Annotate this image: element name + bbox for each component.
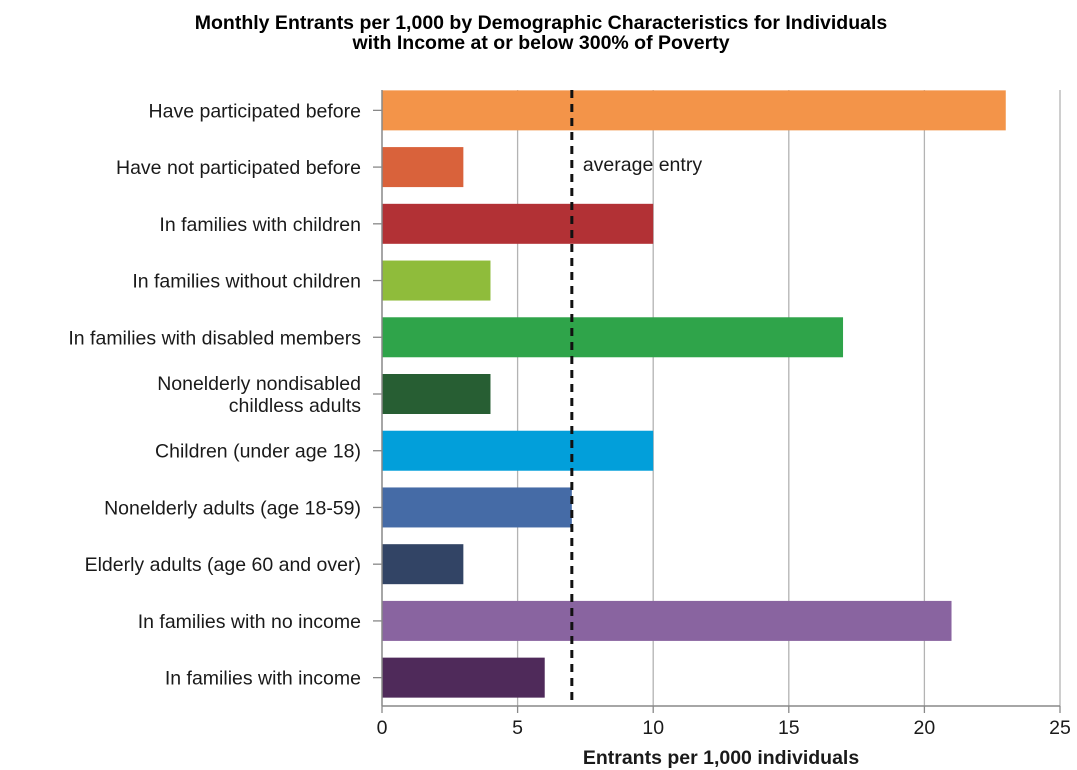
x-tick-label: 10	[642, 717, 664, 739]
category-label: In families with income	[165, 668, 361, 690]
category-label: childless adults	[229, 395, 361, 417]
x-tick-label: 0	[377, 717, 388, 739]
bar	[382, 147, 464, 188]
bar	[382, 430, 654, 471]
bar	[382, 260, 491, 301]
x-axis: 0 5 10 15 20 25 Entrants per 1,000 individuals	[377, 90, 1071, 769]
category-label: Children (under age 18)	[155, 441, 361, 463]
bar	[382, 374, 491, 414]
chart-title-line: Monthly Entrants per 1,000 by Demographi…	[195, 12, 888, 34]
x-tick-label: 15	[778, 717, 800, 739]
bar	[382, 203, 654, 244]
bar	[382, 600, 952, 641]
chart-title: Monthly Entrants per 1,000 by Demographi…	[195, 12, 888, 54]
category-label: Nonelderly adults (age 18-59)	[104, 497, 361, 519]
reference-line-label: average entry	[583, 154, 702, 176]
bar	[382, 317, 844, 358]
bar	[382, 487, 572, 528]
category-label: Have participated before	[149, 100, 361, 122]
bar	[382, 544, 464, 585]
category-label: Have not participated before	[116, 157, 361, 179]
category-label: Nonelderly nondisabled	[157, 373, 361, 395]
category-labels: Have participated before Have not partici…	[68, 100, 382, 690]
x-axis-label: Entrants per 1,000 individuals	[583, 747, 859, 769]
bar	[382, 657, 545, 698]
x-tick-label: 5	[512, 717, 523, 739]
category-label: In families with no income	[138, 611, 361, 633]
category-label: Elderly adults (age 60 and over)	[85, 554, 361, 576]
reference-line-group: average entry	[570, 90, 702, 706]
chart-title-line: with Income at or below 300% of Poverty	[351, 32, 729, 54]
category-label: In families without children	[132, 271, 361, 293]
category-label: In families with disabled members	[68, 327, 361, 349]
bar	[382, 90, 1006, 131]
x-tick-label: 20	[914, 717, 936, 739]
bars	[382, 90, 1006, 698]
x-tick-label: 25	[1049, 717, 1071, 739]
category-label: In families with children	[159, 214, 361, 236]
